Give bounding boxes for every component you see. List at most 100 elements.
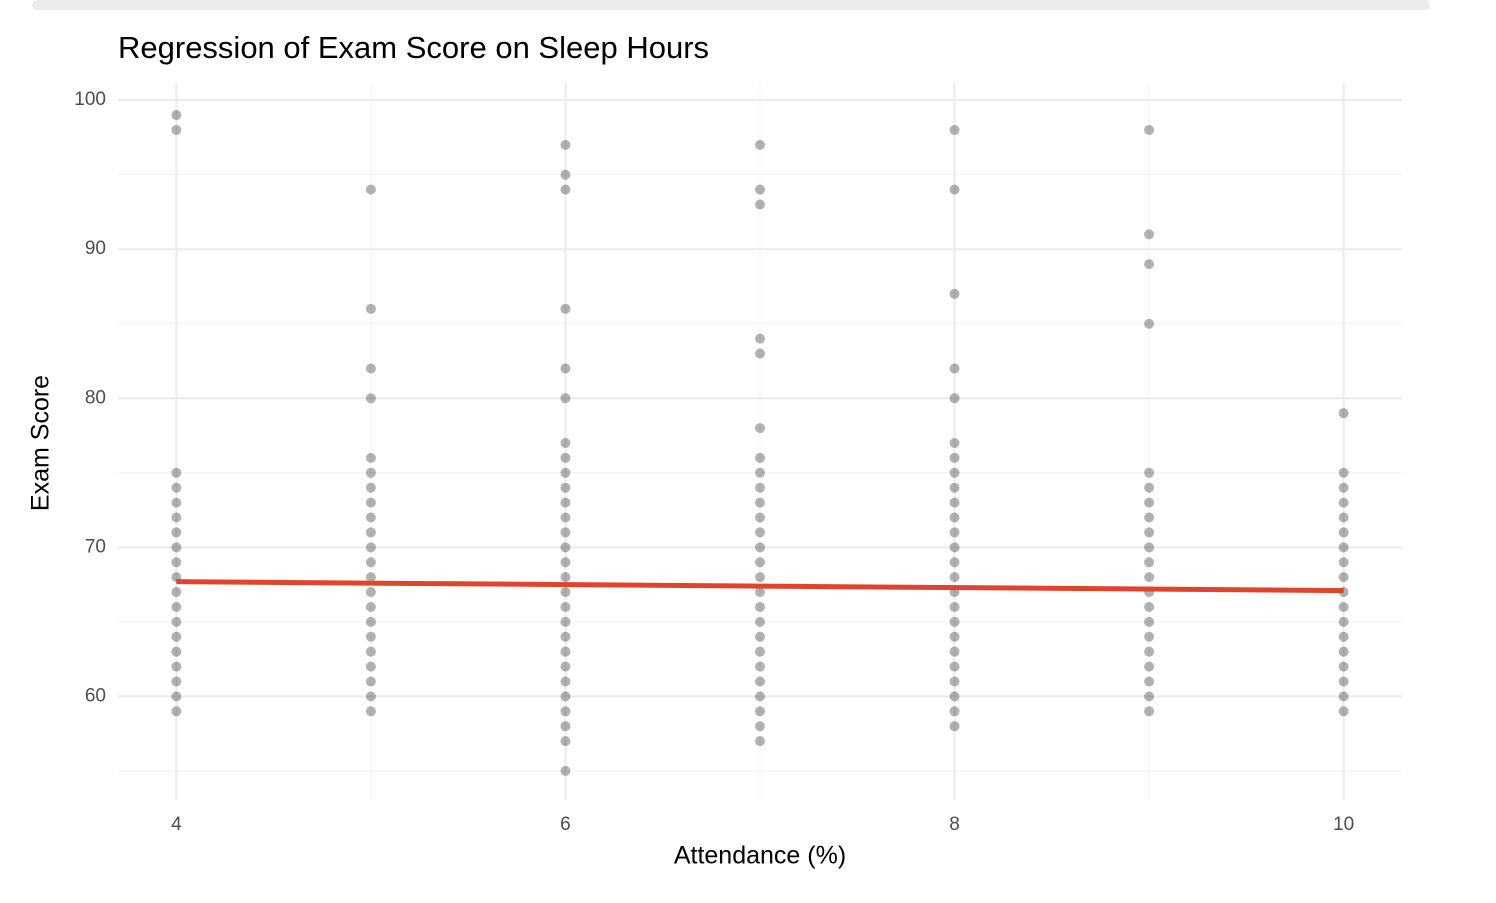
point — [1144, 229, 1155, 240]
point — [171, 631, 182, 642]
point — [755, 184, 765, 195]
point — [365, 691, 376, 702]
point — [1338, 676, 1349, 687]
point — [171, 706, 182, 717]
point — [171, 557, 182, 568]
point — [560, 706, 571, 717]
point — [1144, 691, 1155, 702]
point — [1144, 318, 1155, 329]
point — [755, 736, 765, 747]
point — [560, 601, 571, 612]
point — [1144, 557, 1155, 568]
point — [1144, 259, 1155, 270]
point — [1338, 572, 1349, 583]
point — [755, 706, 765, 717]
top-bar — [32, 0, 1430, 10]
point — [949, 542, 960, 553]
point — [949, 482, 960, 493]
point — [171, 616, 182, 627]
point — [365, 557, 376, 568]
point — [560, 363, 571, 374]
point — [1338, 512, 1349, 523]
point — [1144, 661, 1155, 672]
point — [1144, 646, 1155, 657]
point — [171, 124, 182, 135]
point — [171, 497, 182, 508]
point — [1144, 542, 1155, 553]
point — [560, 661, 571, 672]
point — [171, 110, 182, 121]
point — [949, 616, 960, 627]
point — [1338, 482, 1349, 493]
point — [1144, 527, 1155, 538]
point — [1144, 616, 1155, 627]
point — [1144, 676, 1155, 687]
point — [365, 393, 376, 404]
point — [949, 646, 960, 657]
point — [560, 736, 571, 747]
point — [560, 676, 571, 687]
point — [1338, 467, 1349, 478]
point — [1338, 527, 1349, 538]
point — [560, 721, 571, 732]
point — [755, 691, 765, 702]
point — [949, 676, 960, 687]
point — [365, 482, 376, 493]
point — [1338, 601, 1349, 612]
point — [755, 467, 765, 478]
point — [949, 393, 960, 404]
point — [560, 587, 571, 598]
point — [1144, 512, 1155, 523]
point — [949, 721, 960, 732]
grid — [118, 83, 1402, 800]
point — [171, 512, 182, 523]
point — [1338, 497, 1349, 508]
point — [560, 482, 571, 493]
point — [755, 199, 765, 210]
point — [171, 482, 182, 493]
point — [365, 661, 376, 672]
point — [755, 423, 765, 434]
point — [365, 706, 376, 717]
point — [560, 512, 571, 523]
x-tick-label: 6 — [560, 814, 571, 835]
point — [949, 288, 960, 299]
point — [755, 616, 765, 627]
point — [949, 557, 960, 568]
point — [1144, 124, 1155, 135]
point — [1144, 706, 1155, 717]
point — [560, 557, 571, 568]
point — [755, 542, 765, 553]
y-tick-label: 60 — [85, 685, 106, 706]
regression-line — [176, 579, 1344, 594]
point — [949, 497, 960, 508]
point — [365, 601, 376, 612]
point — [171, 542, 182, 553]
y-tick-label: 100 — [74, 89, 106, 110]
point — [755, 631, 765, 642]
point — [560, 616, 571, 627]
point — [365, 512, 376, 523]
point — [755, 676, 765, 687]
point — [365, 497, 376, 508]
x-tick-label: 4 — [171, 814, 182, 835]
point — [560, 542, 571, 553]
point — [949, 467, 960, 478]
point — [560, 303, 571, 314]
point — [949, 437, 960, 448]
point — [171, 646, 182, 657]
point — [1338, 616, 1349, 627]
point — [755, 452, 765, 463]
point — [949, 512, 960, 523]
point — [755, 527, 765, 538]
point — [949, 184, 960, 195]
point — [365, 587, 376, 598]
y-tick-label: 70 — [85, 536, 106, 557]
point — [1338, 557, 1349, 568]
point — [1338, 646, 1349, 657]
point — [755, 587, 765, 598]
point — [365, 363, 376, 374]
point — [755, 497, 765, 508]
point — [171, 467, 182, 478]
